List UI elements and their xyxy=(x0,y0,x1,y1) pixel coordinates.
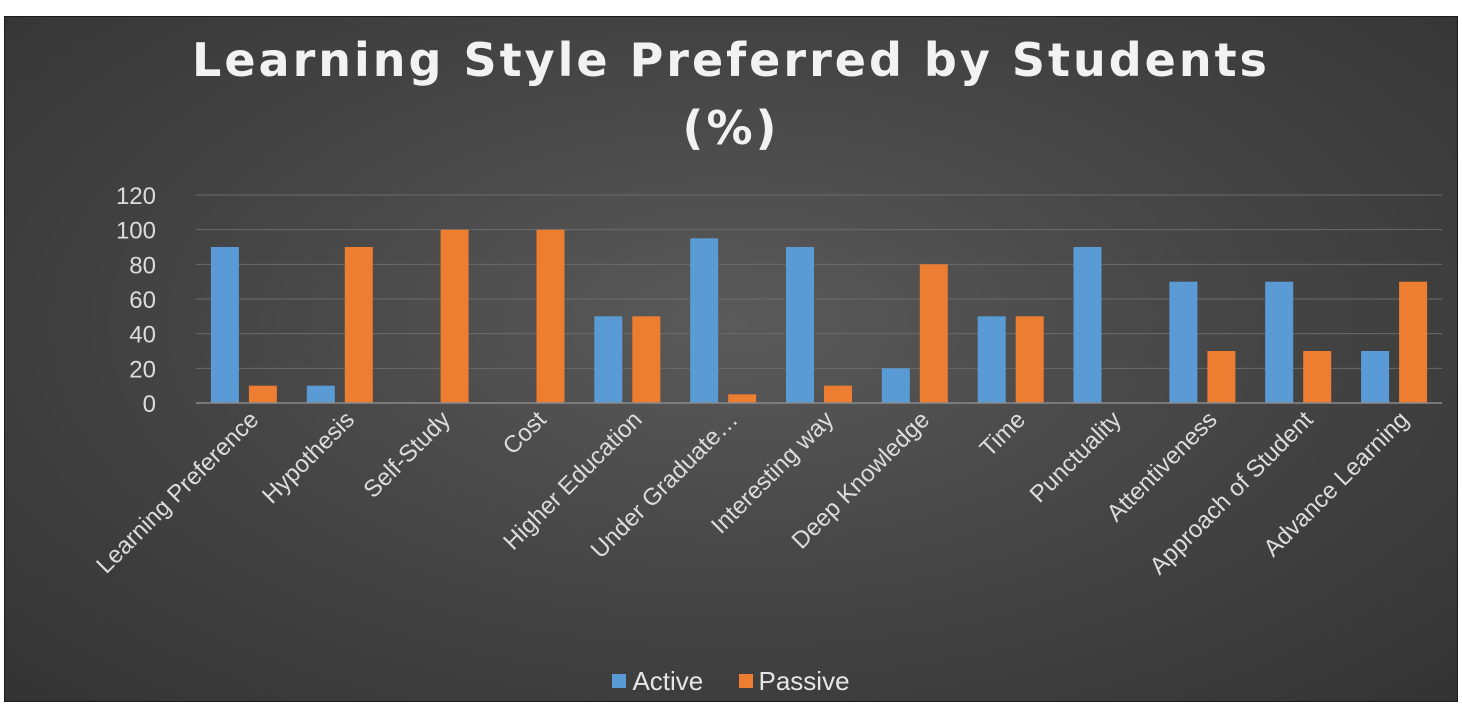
x-tick-label: Punctuality xyxy=(1025,406,1127,508)
y-tick-label: 40 xyxy=(129,322,156,349)
bar-passive-4 xyxy=(632,316,661,403)
legend: Active Passive xyxy=(0,665,1462,697)
bar-active-0 xyxy=(210,247,239,403)
bar-active-8 xyxy=(977,316,1006,403)
bar-passive-8 xyxy=(1015,316,1044,403)
legend-label-passive: Passive xyxy=(758,666,850,696)
bar-active-4 xyxy=(594,316,623,403)
bar-passive-10 xyxy=(1207,351,1236,403)
bar-active-1 xyxy=(306,385,335,403)
bar-active-7 xyxy=(881,368,910,403)
x-tick-label: Learning Preference xyxy=(91,406,264,579)
bar-active-11 xyxy=(1265,281,1294,403)
y-tick-label: 0 xyxy=(143,391,156,418)
bar-passive-0 xyxy=(248,385,277,403)
legend-item-active: Active xyxy=(612,665,703,697)
bar-active-10 xyxy=(1169,281,1198,403)
bar-passive-3 xyxy=(536,229,565,403)
bar-passive-12 xyxy=(1399,281,1428,403)
x-tick-label: Approach of Student xyxy=(1145,406,1319,580)
y-tick-label: 120 xyxy=(116,183,156,210)
bars xyxy=(210,229,1428,403)
bar-active-6 xyxy=(786,247,814,403)
bar-active-12 xyxy=(1361,351,1390,403)
bar-active-5 xyxy=(690,238,719,403)
y-tick-label: 100 xyxy=(116,218,156,245)
chart-title: Learning Style Preferred by Students (%) xyxy=(192,33,1270,155)
bar-passive-5 xyxy=(728,394,757,403)
x-tick-label: Time xyxy=(975,406,1031,462)
bar-passive-2 xyxy=(440,229,469,403)
x-tick-label: Hypothesis xyxy=(257,406,360,509)
y-tick-label: 80 xyxy=(129,252,156,279)
y-axis-ticks: 0 20 40 60 80 100 120 xyxy=(116,183,156,418)
legend-swatch-passive xyxy=(738,674,753,689)
legend-item-passive: Passive xyxy=(738,665,850,697)
bar-passive-7 xyxy=(919,264,948,403)
bar-active-9 xyxy=(1073,247,1102,403)
x-tick-label: Cost xyxy=(498,406,552,460)
bar-passive-11 xyxy=(1303,351,1332,403)
y-tick-label: 60 xyxy=(129,287,156,314)
legend-swatch-active xyxy=(612,674,627,689)
bar-passive-6 xyxy=(824,385,852,403)
legend-label-active: Active xyxy=(632,666,704,696)
gridlines xyxy=(196,194,1442,369)
y-tick-label: 20 xyxy=(129,356,156,383)
bar-passive-1 xyxy=(344,247,373,403)
x-tick-label: Self-Study xyxy=(358,406,455,503)
